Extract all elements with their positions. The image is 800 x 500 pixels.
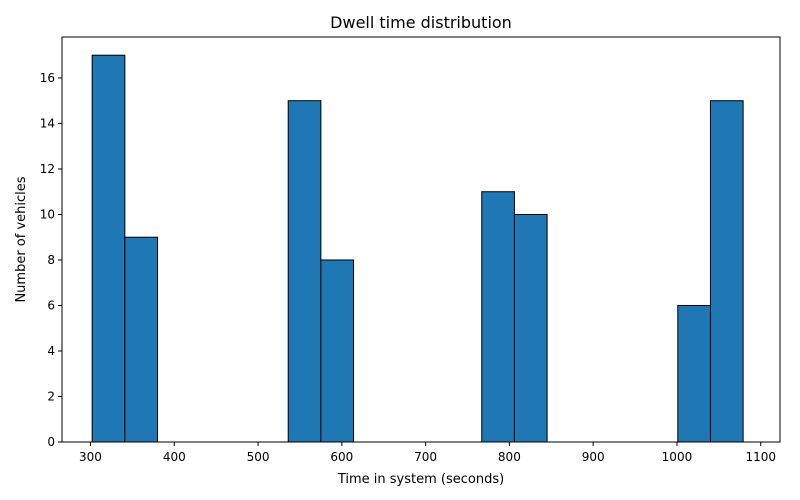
x-tick-label: 700 (414, 450, 437, 464)
chart-title: Dwell time distribution (330, 13, 512, 32)
x-axis-ticks: 300 400 500 600 700 800 900 1000 1100 (79, 442, 776, 464)
y-tick-label: 6 (47, 298, 55, 312)
histogram-bar (481, 191, 515, 443)
x-tick-label: 900 (582, 450, 605, 464)
y-tick-label: 4 (47, 344, 55, 358)
histogram-bar (124, 236, 159, 443)
x-tick-label: 300 (79, 450, 102, 464)
y-axis-ticks: 0 2 4 6 8 10 12 14 16 (40, 71, 62, 449)
x-tick-label: 500 (247, 450, 270, 464)
y-tick-label: 10 (40, 207, 55, 221)
plot-frame (61, 36, 781, 443)
histogram-bar (91, 54, 126, 443)
y-tick-label: 2 (47, 389, 55, 403)
y-tick-label: 16 (40, 71, 55, 85)
x-tick-label: 400 (163, 450, 186, 464)
histogram-bar (320, 259, 355, 443)
x-axis-label: Time in system (seconds) (337, 472, 504, 487)
y-tick-label: 8 (47, 253, 55, 267)
x-tick-label: 1100 (745, 450, 776, 464)
x-tick-label: 800 (498, 450, 521, 464)
x-tick-label: 600 (330, 450, 353, 464)
histogram-bar (513, 213, 548, 443)
histogram-bar (287, 100, 322, 443)
y-tick-label: 0 (47, 435, 55, 449)
y-axis-label: Number of vehicles (14, 176, 29, 302)
x-tick-label: 1000 (662, 450, 693, 464)
y-tick-label: 14 (40, 116, 55, 130)
histogram-bar (709, 100, 744, 443)
histogram-bar (677, 304, 711, 443)
bars-group (91, 54, 744, 443)
y-tick-label: 12 (40, 162, 55, 176)
